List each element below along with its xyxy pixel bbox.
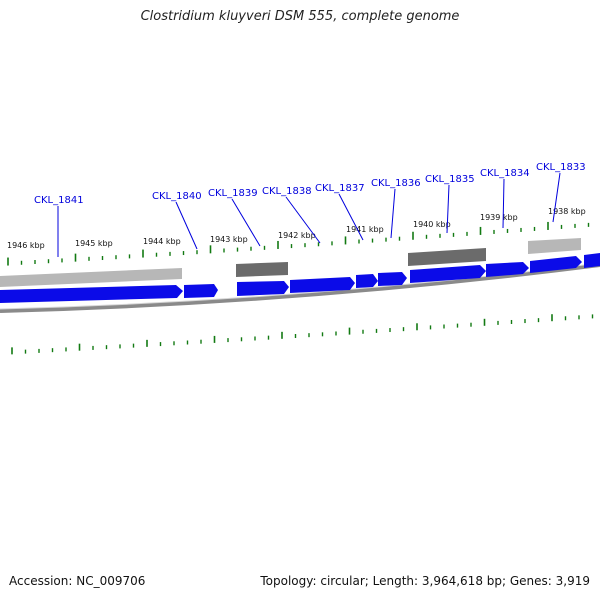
kbp-label: 1944 kbp [143, 237, 181, 246]
gene-label-leader [390, 188, 396, 239]
genome-backbone [0, 263, 600, 313]
kbp-label: 1940 kbp [413, 220, 451, 229]
forward-gene[interactable] [184, 284, 218, 298]
gene-label-leader [231, 198, 261, 247]
forward-gene[interactable] [237, 281, 289, 296]
gene-label-leader [285, 196, 321, 244]
gene-label-leaders [57, 172, 561, 257]
gene-label-leader [175, 201, 198, 250]
gene-label[interactable]: CKL_1837 [315, 183, 365, 194]
accession-text: Accession: NC_009706 [9, 574, 146, 588]
forward-gene[interactable] [290, 277, 355, 293]
forward-gene[interactable] [486, 262, 529, 277]
forward-gene[interactable] [356, 274, 378, 288]
kbp-label: 1941 kbp [346, 225, 384, 234]
gene-label[interactable]: CKL_1833 [536, 162, 586, 173]
reverse-gene[interactable] [0, 268, 182, 287]
reverse-gene[interactable] [408, 248, 486, 266]
gene-label-leader [338, 193, 364, 241]
gene-label[interactable]: CKL_1835 [425, 174, 475, 185]
forward-gene[interactable] [410, 265, 486, 283]
scale-labels: 1946 kbp 1945 kbp 1944 kbp 1943 kbp 1942 kbp… [7, 207, 586, 250]
genome-stats-text: Topology: circular; Length: 3,964,618 bp… [260, 574, 590, 588]
kbp-label: 1938 kbp [548, 207, 586, 216]
forward-gene[interactable] [378, 272, 407, 286]
gene-label[interactable]: CKL_1838 [262, 186, 312, 197]
reverse-gene[interactable] [528, 238, 581, 254]
forward-gene[interactable] [0, 285, 183, 303]
gene-label-leader [502, 178, 505, 229]
kbp-label: 1946 kbp [7, 241, 45, 250]
gene-label[interactable]: CKL_1841 [34, 195, 84, 206]
kbp-label: 1943 kbp [210, 235, 248, 244]
forward-gene[interactable] [530, 256, 582, 273]
gene-label[interactable]: CKL_1834 [480, 168, 530, 179]
kbp-label: 1939 kbp [480, 213, 518, 222]
kbp-label: 1942 kbp [278, 231, 316, 240]
forward-gene[interactable] [584, 253, 600, 268]
genome-title: Clostridium kluyveri DSM 555, complete g… [140, 9, 460, 24]
scale-ticks-upper [7, 221, 590, 266]
kbp-label: 1945 kbp [75, 239, 113, 248]
gene-label[interactable]: CKL_1836 [371, 178, 421, 189]
gene-label-leader [552, 172, 561, 223]
gene-label[interactable]: CKL_1839 [208, 188, 258, 199]
gene-label-leader [446, 184, 450, 234]
scale-ticks-lower [11, 314, 594, 355]
gene-labels: CKL_1841 CKL_1840 CKL_1839 CKL_1838 CKL_1837… [34, 162, 586, 206]
gene-label[interactable]: CKL_1840 [152, 191, 202, 202]
reverse-gene[interactable] [236, 262, 288, 277]
